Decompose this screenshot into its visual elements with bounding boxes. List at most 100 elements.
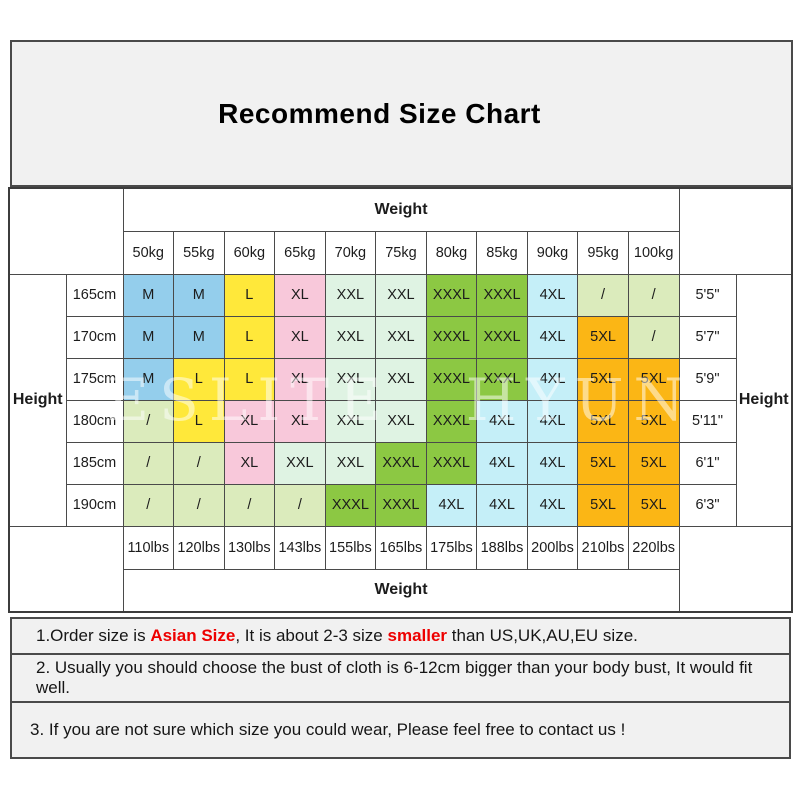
size-chart-table: Weight 50kg 55kg 60kg 65kg 70kg 75kg 80kg 85kg 9… bbox=[8, 187, 793, 613]
size-cell: XXXL bbox=[375, 441, 427, 485]
size-cell: / bbox=[577, 273, 629, 317]
size-cell: / bbox=[122, 399, 175, 443]
weight-kg-cell: 50kg bbox=[122, 230, 175, 275]
weight-lbs-cell: 210lbs bbox=[577, 525, 629, 570]
size-row: 185cm / / XL XXL XXL XXXL XXXL 4XL 4XL 5XL 5XL 6'1" bbox=[9, 441, 792, 485]
weight-lbs-cell: 175lbs bbox=[425, 525, 478, 570]
size-cell: 5XL bbox=[577, 441, 629, 485]
weight-kg-cell: 55kg bbox=[173, 230, 225, 275]
corner-bottom-left bbox=[8, 525, 124, 613]
size-cell: XXXL bbox=[425, 315, 478, 359]
weight-kg-cell: 70kg bbox=[324, 230, 377, 275]
size-cell: XXXL bbox=[375, 483, 427, 527]
weight-header-top: Weight bbox=[122, 187, 680, 232]
size-row: 180cm / L XL XL XXL XXL XXXL 4XL 4XL 5XL 5XL 5'11" bbox=[9, 399, 792, 443]
weight-lbs-cell: 155lbs bbox=[324, 525, 377, 570]
size-cell: XXXL bbox=[425, 399, 478, 443]
height-ft-cell: 6'3" bbox=[678, 483, 737, 527]
size-cell: / bbox=[122, 441, 175, 485]
note-text-line: 2. Usually you should choose the bust of… bbox=[36, 658, 789, 698]
size-cell: XXL bbox=[375, 357, 427, 401]
size-cell: 4XL bbox=[526, 273, 579, 317]
note-text-line: 3. If you are not sure which size you co… bbox=[30, 720, 625, 740]
height-ft-cell: 6'1" bbox=[678, 441, 737, 485]
note-item: 2. Usually you should choose the bust of… bbox=[10, 653, 791, 703]
size-cell: M bbox=[173, 315, 225, 359]
size-cell: 4XL bbox=[526, 483, 579, 527]
weight-kg-cell: 75kg bbox=[375, 230, 427, 275]
size-cell: / bbox=[122, 483, 175, 527]
size-cell: / bbox=[223, 483, 276, 527]
size-row: 175cm M L L XL XXL XXL XXXL XXXL 4XL 5XL 5XL 5'9" bbox=[9, 357, 792, 401]
size-cell: XXL bbox=[324, 315, 377, 359]
note-text: than US,UK,AU,EU size. bbox=[447, 626, 638, 645]
corner-top-left bbox=[8, 187, 124, 275]
size-cell: 5XL bbox=[577, 399, 629, 443]
size-cell: XXXL bbox=[425, 273, 478, 317]
size-cell: XXL bbox=[274, 441, 326, 485]
height-cm-cell: 170cm bbox=[65, 315, 124, 359]
note-text: , It is about 2-3 size bbox=[235, 626, 388, 645]
lbs-row: 110lbs 120lbs 130lbs 143lbs 155lbs 165lbs 175l… bbox=[8, 525, 793, 613]
weight-kg-cell: 95kg bbox=[577, 230, 629, 275]
size-cell: / bbox=[627, 273, 680, 317]
weight-kg-cell: 100kg bbox=[627, 230, 680, 275]
size-cell: XL bbox=[274, 399, 326, 443]
size-cell: XL bbox=[274, 273, 326, 317]
weight-lbs-cell: 165lbs bbox=[375, 525, 427, 570]
size-cell: 4XL bbox=[425, 483, 478, 527]
note-item: 1.Order size is Asian Size, It is about … bbox=[10, 617, 791, 655]
weight-kg-cell: 60kg bbox=[223, 230, 276, 275]
size-cell: XXL bbox=[375, 273, 427, 317]
corner-bottom-right bbox=[678, 525, 793, 613]
size-row: 170cm M M L XL XXL XXL XXXL XXXL 4XL 5XL/5'7" bbox=[9, 315, 792, 359]
table-wrap: Weight 50kg 55kg 60kg 65kg 70kg 75kg 80kg 85kg 9… bbox=[8, 187, 793, 613]
size-cell: M bbox=[122, 315, 175, 359]
weight-kg-cell: 65kg bbox=[274, 230, 326, 275]
size-cell: XL bbox=[274, 357, 326, 401]
size-cell: / bbox=[173, 441, 225, 485]
size-cell: XXXL bbox=[476, 273, 528, 317]
size-cell: XL bbox=[274, 315, 326, 359]
weight-lbs-cell: 120lbs bbox=[173, 525, 225, 570]
size-cell: 4XL bbox=[526, 399, 579, 443]
size-cell: XXL bbox=[324, 441, 377, 485]
height-ft-cell: 5'7" bbox=[678, 315, 737, 359]
size-cell: XXXL bbox=[425, 441, 478, 485]
height-cm-cell: 175cm bbox=[65, 357, 124, 401]
weight-lbs-cell: 220lbs bbox=[627, 525, 680, 570]
size-cell: M bbox=[122, 273, 175, 317]
size-cell: 4XL bbox=[526, 357, 579, 401]
size-cell: L bbox=[223, 273, 276, 317]
size-cell: XXXL bbox=[476, 315, 528, 359]
height-label-left: Height bbox=[8, 273, 67, 527]
size-cell: 4XL bbox=[476, 483, 528, 527]
size-cell: 5XL bbox=[627, 441, 680, 485]
notes: 1.Order size is Asian Size, It is about … bbox=[10, 617, 791, 759]
size-cell: XL bbox=[223, 441, 276, 485]
size-cell: 5XL bbox=[577, 483, 629, 527]
size-cell: XXXL bbox=[476, 357, 528, 401]
size-cell: 4XL bbox=[526, 441, 579, 485]
size-cell: L bbox=[173, 399, 225, 443]
size-cell: XXXL bbox=[324, 483, 377, 527]
weight-lbs-cell: 130lbs bbox=[223, 525, 276, 570]
size-cell: XXL bbox=[324, 399, 377, 443]
weight-header-bottom: Weight bbox=[122, 568, 680, 613]
weight-lbs-cell: 188lbs bbox=[476, 525, 528, 570]
weight-kg-cell: 80kg bbox=[425, 230, 478, 275]
size-cell: 5XL bbox=[627, 483, 680, 527]
height-ft-cell: 5'9" bbox=[678, 357, 737, 401]
size-cell: XXXL bbox=[425, 357, 478, 401]
data-rows: Height 165cm M M L XL XXL XXL XXXL XXXL 4XL //5'5" H… bbox=[8, 273, 793, 527]
bottom-weight-row: Weight bbox=[9, 568, 792, 613]
height-cm-cell: 185cm bbox=[65, 441, 124, 485]
size-cell: XXL bbox=[324, 273, 377, 317]
size-row: 190cm / / / / XXXL XXXL 4XL 4XL 4XL 5XL 5XL 6'3" bbox=[9, 483, 792, 527]
weight-lbs-cell: 110lbs bbox=[122, 525, 175, 570]
size-cell: XXL bbox=[324, 357, 377, 401]
weight-lbs-cell: 143lbs bbox=[274, 525, 326, 570]
title-box: Recommend Size Chart bbox=[10, 40, 793, 187]
corner-top-right bbox=[678, 187, 793, 275]
